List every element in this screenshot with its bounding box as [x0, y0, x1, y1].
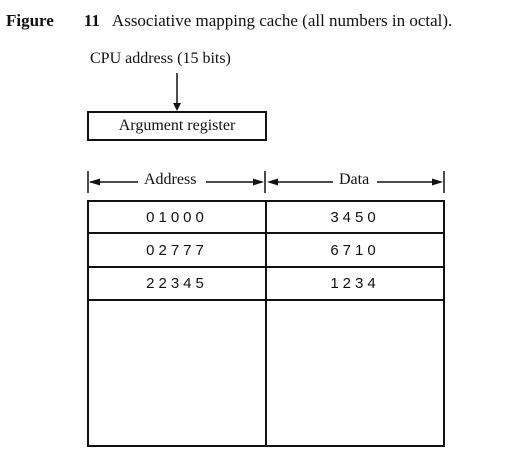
address-dimension-arrow-left: [89, 178, 100, 186]
row-3-data: 1234: [330, 274, 380, 292]
associative-memory-table: 01000 3450 02777 6710 22345 1234: [87, 200, 445, 447]
figure-number: 11: [83, 11, 100, 30]
cpu-address-label: CPU address (15 bits): [90, 50, 231, 67]
row-divider: [89, 232, 443, 234]
row-divider: [89, 266, 443, 268]
column-divider: [265, 202, 267, 445]
figure-caption: Figure 11 Associative mapping cache (all n…: [6, 11, 452, 31]
figure-label: Figure: [6, 11, 54, 30]
row-3-address: 22345: [146, 274, 208, 292]
address-column-header: Address: [142, 171, 199, 189]
argument-register: Argument register: [87, 111, 267, 141]
figure-title: Associative mapping cache (all numbers i…: [111, 11, 453, 30]
data-column-header: Data: [337, 171, 372, 189]
row-1-address: 01000: [146, 208, 208, 226]
address-dimension-arrow-right: [253, 178, 264, 186]
cpu-to-register-arrowhead: [173, 103, 181, 111]
row-2-data: 6710: [330, 241, 380, 259]
row-divider: [89, 299, 443, 301]
row-1-data: 3450: [330, 208, 380, 226]
data-dimension-arrow-right: [432, 178, 443, 186]
row-2-address: 02777: [146, 241, 208, 259]
